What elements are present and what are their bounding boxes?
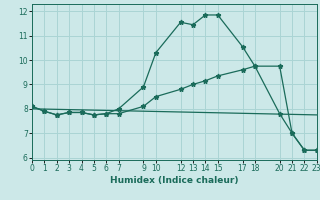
X-axis label: Humidex (Indice chaleur): Humidex (Indice chaleur) xyxy=(110,176,239,185)
